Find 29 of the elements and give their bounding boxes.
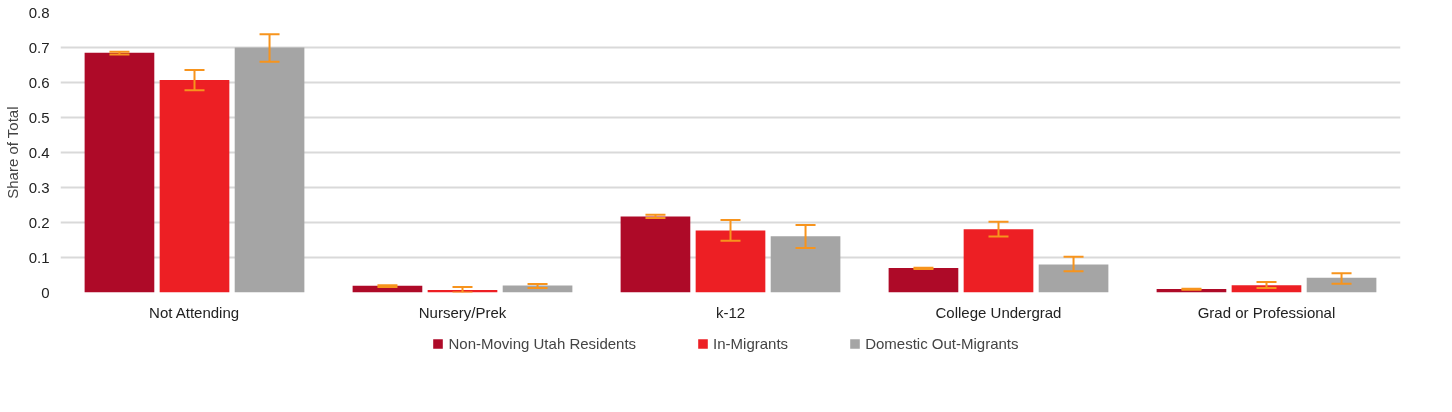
bar xyxy=(1038,264,1109,293)
bar xyxy=(159,80,230,293)
y-tick-label: 0.8 xyxy=(28,3,50,21)
bar xyxy=(1306,277,1377,293)
y-tick-label: 0.3 xyxy=(28,178,50,196)
y-tick-label: 0.2 xyxy=(28,213,50,231)
x-tick-label: Not Attending xyxy=(149,303,240,321)
bar xyxy=(234,47,305,293)
bar xyxy=(963,229,1034,293)
x-tick-label: Nursery/Prek xyxy=(418,303,507,321)
legend-label: Non-Moving Utah Residents xyxy=(448,334,637,352)
bar xyxy=(695,230,766,293)
x-tick-label: k-12 xyxy=(715,303,746,321)
x-tick-label: College Undergrad xyxy=(935,303,1062,321)
y-tick-label: 0.6 xyxy=(28,73,50,91)
legend-label: Domestic Out-Migrants xyxy=(865,334,1019,352)
bar xyxy=(888,268,959,293)
legend-label: In-Migrants xyxy=(713,334,789,352)
bar xyxy=(1231,285,1302,293)
bar xyxy=(620,216,691,293)
y-axis-title: Share of Total xyxy=(3,106,21,199)
bar xyxy=(770,236,841,293)
x-tick-label: Grad or Professional xyxy=(1197,303,1336,321)
y-tick-label: 0 xyxy=(41,283,50,301)
y-tick-label: 0.4 xyxy=(28,143,50,161)
bar xyxy=(84,52,155,293)
y-tick-label: 0.7 xyxy=(28,38,50,56)
y-tick-label: 0.5 xyxy=(28,108,50,126)
y-tick-label: 0.1 xyxy=(28,248,50,266)
